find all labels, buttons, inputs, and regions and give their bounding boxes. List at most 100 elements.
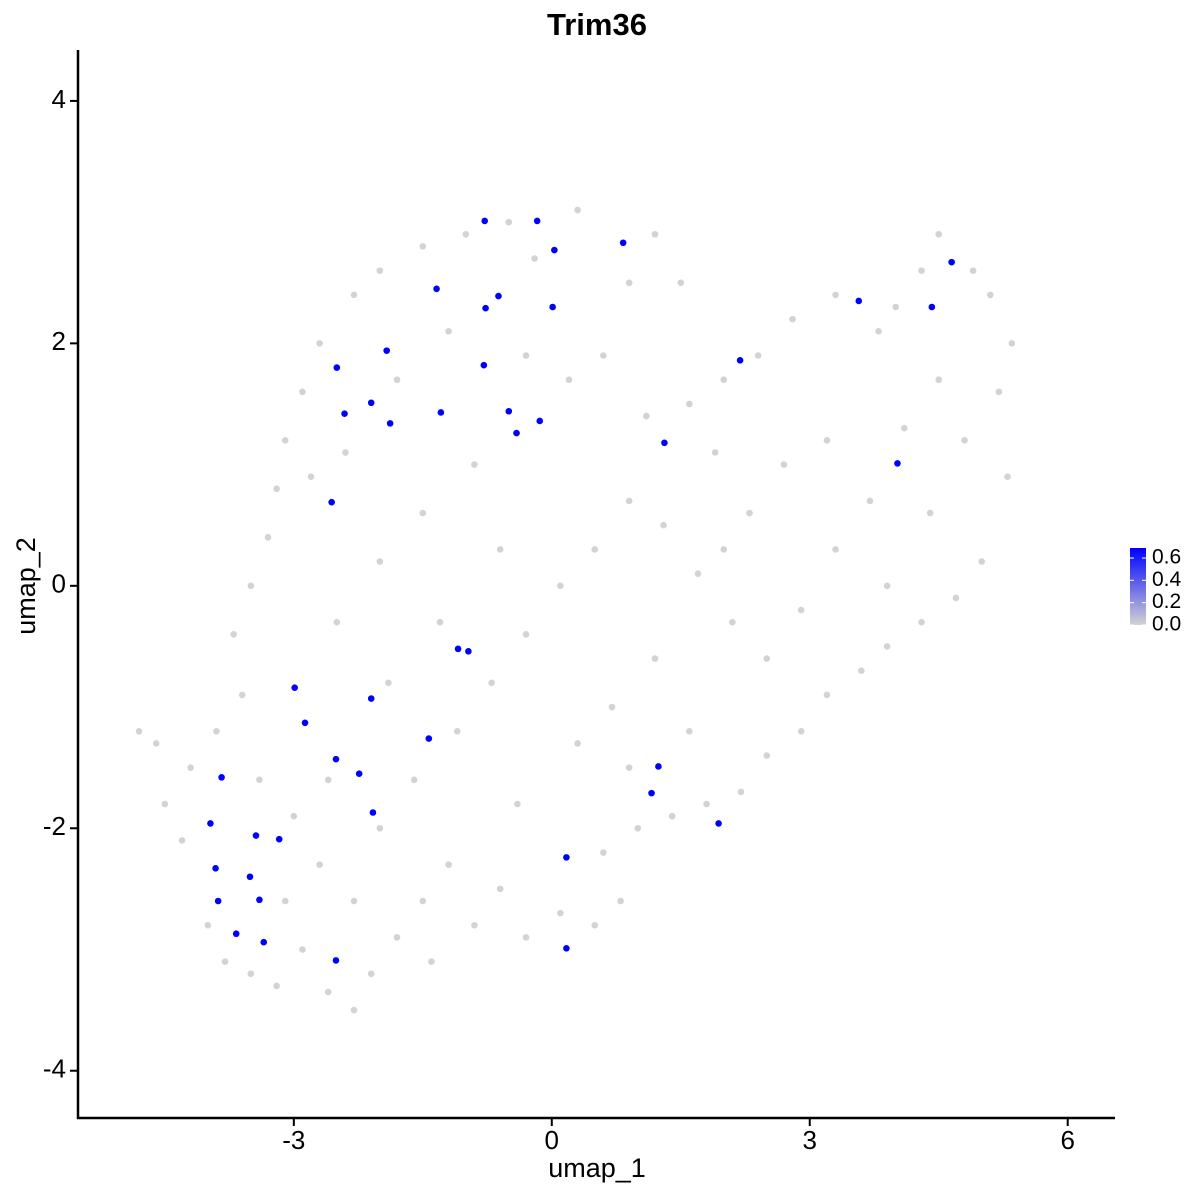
point (342, 449, 349, 456)
point (445, 327, 452, 335)
point (425, 735, 433, 742)
point (273, 982, 280, 990)
point (634, 824, 642, 832)
point (591, 546, 599, 553)
point (729, 618, 736, 626)
point (668, 812, 676, 820)
point (522, 631, 530, 638)
point (754, 352, 762, 359)
point (232, 930, 240, 938)
point (496, 546, 504, 553)
point (935, 230, 943, 238)
point (935, 376, 943, 384)
point (711, 449, 719, 456)
point (514, 800, 521, 808)
point (341, 410, 348, 417)
point (301, 719, 309, 727)
point (350, 291, 358, 299)
point (324, 988, 332, 996)
point (213, 727, 220, 735)
point (187, 764, 194, 771)
point (252, 832, 260, 839)
point (557, 582, 564, 590)
point (563, 944, 570, 952)
point (952, 594, 960, 602)
point (419, 509, 427, 517)
point (299, 946, 306, 953)
colorbar-label: 0.2 (1152, 590, 1181, 613)
point (207, 820, 214, 827)
point (948, 258, 955, 266)
point (247, 582, 255, 590)
point (275, 835, 283, 843)
point (961, 437, 968, 444)
point (789, 315, 796, 323)
point (204, 921, 212, 929)
point (495, 292, 502, 300)
point (332, 755, 340, 763)
point (135, 727, 143, 735)
x-axis-label: umap_1 (548, 1153, 646, 1183)
point (832, 546, 839, 553)
point (720, 546, 728, 553)
x-tick-label: 3 (803, 1125, 817, 1155)
point (763, 655, 771, 662)
point (549, 303, 556, 311)
point (686, 400, 693, 408)
point (1004, 473, 1011, 481)
point (625, 279, 633, 287)
point (393, 376, 401, 384)
point (574, 206, 581, 214)
point (496, 885, 504, 893)
colorbar-label: 0.0 (1152, 613, 1181, 636)
x-tick-label: 6 (1060, 1125, 1074, 1155)
point (376, 558, 384, 565)
x-tick-label: -3 (282, 1125, 305, 1155)
point (350, 897, 358, 905)
point (369, 809, 377, 816)
point (600, 352, 607, 359)
point (386, 420, 394, 427)
point (281, 897, 289, 905)
point (858, 667, 865, 674)
point (383, 347, 390, 354)
point (433, 285, 440, 293)
point (393, 934, 401, 941)
chart-title: Trim36 (547, 7, 647, 42)
point (437, 409, 445, 416)
point (367, 399, 375, 407)
point (686, 727, 693, 735)
point (918, 267, 925, 274)
point (823, 691, 831, 699)
point (694, 570, 702, 577)
point (376, 824, 384, 832)
point (350, 1006, 358, 1014)
point (926, 509, 934, 517)
point (246, 873, 254, 881)
point (214, 897, 222, 905)
point (462, 230, 470, 238)
point (290, 812, 298, 820)
point (256, 896, 263, 904)
point (238, 691, 246, 699)
point (367, 970, 375, 978)
point (866, 497, 874, 505)
point (894, 460, 901, 467)
point (481, 217, 489, 225)
point (536, 417, 544, 425)
point (883, 582, 891, 590)
y-tick-label: 0 (52, 569, 66, 599)
point (324, 776, 332, 784)
point (660, 521, 667, 529)
point (505, 407, 513, 415)
point (260, 938, 268, 946)
point (978, 558, 986, 565)
y-tick-label: 4 (52, 84, 66, 114)
point (715, 820, 722, 827)
x-tick-label: 0 (545, 1125, 559, 1155)
point (454, 645, 462, 653)
point (563, 854, 570, 861)
point (471, 461, 478, 468)
point (367, 695, 375, 702)
